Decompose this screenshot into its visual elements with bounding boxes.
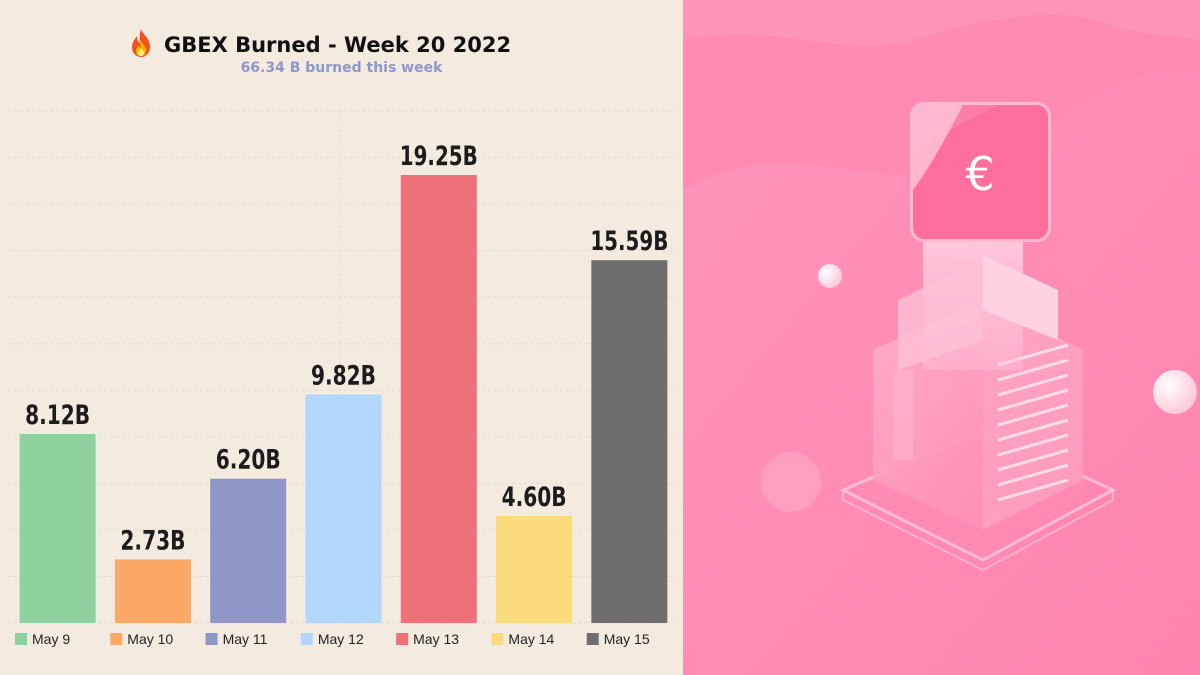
euro-icon: € <box>965 147 994 201</box>
chart-title-text: GBEX Burned - Week 20 2022 <box>164 33 512 57</box>
bar-may-14 <box>496 515 573 623</box>
legend-swatch <box>491 633 504 645</box>
legend-label: May 11 <box>223 631 268 647</box>
illustration-panel: € <box>683 0 1200 675</box>
legend-label: May 12 <box>318 631 364 647</box>
legend-label: May 15 <box>604 631 650 647</box>
bar-may-15 <box>591 260 668 623</box>
legend-swatch <box>205 633 218 645</box>
legend-swatch <box>396 633 409 645</box>
chart-panel: 8.12B 2.73B 6.20B 9.82B 19.25B 4.60B 15.59B Ma… <box>8 28 675 647</box>
legend-label: May 14 <box>508 631 554 647</box>
bar-may-9 <box>19 434 96 623</box>
euro-server-illustration: € <box>683 0 1200 675</box>
bar-value-label: 19.25B <box>400 141 478 172</box>
legend-label: May 10 <box>127 631 173 647</box>
legend-swatch <box>15 633 27 645</box>
bar-may-10 <box>114 559 191 623</box>
legend-label: May 13 <box>413 631 459 647</box>
bar-value-label: 9.82B <box>311 360 376 391</box>
fire-icon <box>128 28 154 58</box>
chart-subtitle: 66.34 B burned this week <box>240 60 443 76</box>
legend-swatch <box>586 633 599 645</box>
bar-value-label: 15.59B <box>590 226 668 257</box>
bar-value-label: 8.12B <box>25 400 90 431</box>
bar-chart: 8.12B 2.73B 6.20B 9.82B 19.25B 4.60B 15.59B Ma… <box>8 110 675 647</box>
bar-may-13 <box>400 175 477 623</box>
legend-label: May 9 <box>32 631 70 647</box>
bar-value-label: 4.60B <box>502 482 567 513</box>
bar-may-12 <box>305 394 382 623</box>
chart-title: GBEX Burned - Week 20 2022 <box>128 28 511 58</box>
bar-value-label: 2.73B <box>120 525 185 556</box>
legend-swatch <box>110 633 123 645</box>
bar-value-label: 6.20B <box>216 445 281 476</box>
legend-swatch <box>300 633 313 645</box>
bar-may-11 <box>210 478 287 623</box>
